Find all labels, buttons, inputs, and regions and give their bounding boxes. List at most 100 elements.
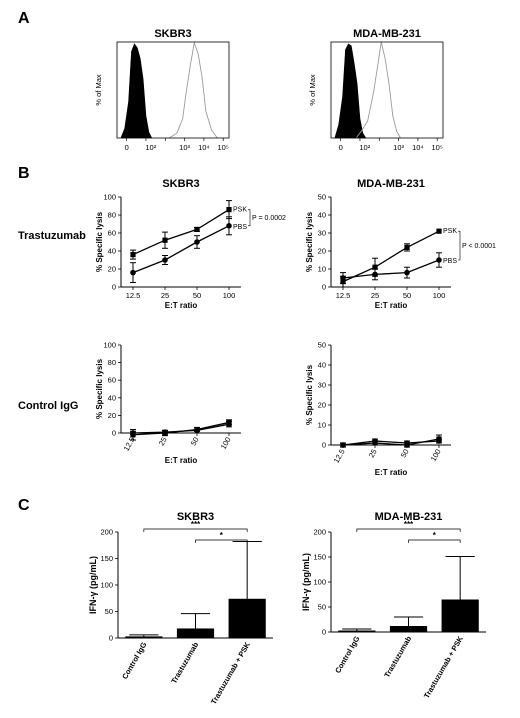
x-tick-label: 0 [339,143,343,152]
y-tick-label: 60 [108,376,116,385]
y-tick-label: 50 [105,607,113,616]
y-tick-label: 20 [108,411,116,420]
series-line-PBS [342,259,440,279]
plot-frame [330,41,444,139]
significance-bracket [248,209,251,227]
y-axis-label: % Specific lysis [305,364,314,425]
x-tick-label: 100 [223,291,236,300]
chart-ifng_skbr3: SKBR3 0 50 100 150 200 IFN-γ (pg/mL) Control Ig… [88,511,273,706]
series-line-1 [132,423,230,434]
y-tick-label: 20 [318,401,326,410]
series-label-psk: PSK [443,228,457,235]
x-tick-label: 100 [433,291,446,300]
bar [228,598,266,638]
data-point [436,257,442,263]
significance-stars: * [220,531,224,540]
y-tick-label: 30 [318,229,326,238]
chart-title: SKBR3 [162,178,199,190]
x-tick-label: 12.5 [126,291,141,300]
data-point [340,275,346,281]
data-point [194,226,200,232]
panel-label-c: C [18,497,30,514]
data-point [130,269,136,276]
y-tick-label: 100 [103,341,116,350]
data-point [372,264,378,270]
y-tick-label: 20 [108,265,116,274]
y-tick-label: 10 [318,421,326,430]
data-point [404,244,410,250]
x-tick-label: 25 [157,436,169,448]
x-tick-label: 10⁵ [431,143,442,152]
y-axis-label: % of Max [94,74,103,106]
significance-bracket [408,539,461,543]
chart-lysis_mda_trast: MDA-MB-231 0 10 20 30 40 50 12.5 25 50 100 E:T rati… [305,178,496,310]
significance-bracket [458,230,461,261]
data-point [340,442,346,448]
bar [176,628,215,638]
x-tick-label: 12.5 [332,448,347,465]
chart-title: MDA-MB-231 [375,511,443,523]
y-tick-label: 150 [313,553,326,562]
y-tick-label: 200 [313,528,326,537]
series-label-psk: PSK [233,207,247,214]
y-axis-label: IFN-γ (pg/mL) [301,553,311,611]
y-tick-label: 30 [318,381,326,390]
x-tick-label: 12.5 [122,436,137,453]
y-tick-label: 10 [318,265,326,274]
y-tick-label: 0 [112,429,116,438]
x-tick-label: Control IgG [333,634,361,674]
chart-title: MDA-MB-231 [357,178,425,190]
x-axis-label: E:T ratio [375,301,408,310]
data-point [130,430,136,436]
chart-title: SKBR3 [154,28,191,40]
chart-flow_mda: MDA-MB-231 % of Max 0 10² 10³ 10⁴ 10⁵ [308,28,444,152]
y-tick-label: 40 [108,393,116,402]
y-tick-label: 40 [318,211,326,220]
x-tick-label: Trastuzumab + PSK [422,634,465,700]
x-tick-label: 10⁴ [198,143,210,152]
y-axis-label: IFN-γ (pg/mL) [88,556,98,614]
y-axis-label: % of Max [308,74,317,106]
data-point [404,269,410,276]
data-point [372,438,378,444]
x-tick-label: 50 [189,436,201,448]
data-point [162,429,168,435]
y-tick-label: 50 [318,603,326,612]
y-tick-label: 100 [313,578,326,587]
data-point [372,271,378,278]
significance-bracket [195,539,248,543]
chart-ifng_mda: MDA-MB-231 0 50 100 150 200 IFN-γ (pg/mL) Contr… [301,511,486,700]
histogram-filled-0 [120,43,153,139]
data-point [436,228,442,234]
x-tick-label: 100 [429,448,443,463]
panel-label-a: A [18,10,30,27]
significance-stars: *** [191,520,201,529]
x-tick-label: Trastuzumab [382,634,413,679]
y-tick-label: 50 [318,193,326,202]
chart-lysis_skbr3_ctrl: 0 20 40 60 80 100 12.5 25 50 100 E:T ratio % Specif… [95,341,241,465]
y-tick-label: 20 [318,247,326,256]
x-tick-label: 50 [403,291,411,300]
data-point [194,427,200,434]
chart-lysis_mda_ctrl: 0 10 20 30 40 50 12.5 25 50 100 E:T ratio % Specifi… [305,341,451,477]
significance-stars: *** [404,520,414,529]
x-tick-label: Trastuzumab [169,640,200,685]
y-tick-label: 0 [109,634,113,643]
x-tick-label: 10⁵ [217,143,228,152]
data-point [436,438,442,444]
x-tick-label: 10⁴ [412,143,424,152]
x-axis-label: E:T ratio [165,456,198,465]
x-tick-label: Trastuzumab + PSK [209,640,252,706]
y-tick-label: 80 [108,211,116,220]
x-tick-label: Control IgG [120,640,148,680]
chart-flow_skbr3: SKBR3 % of Max 0 10² 10³ 10⁴ 10⁵ [94,28,230,152]
data-point [226,223,232,229]
series-line-PSK [132,209,230,256]
x-tick-label: 25 [161,291,169,300]
series-line-1 [342,440,440,446]
y-tick-label: 80 [108,358,116,367]
data-point [130,252,136,258]
y-tick-label: 200 [100,528,113,537]
y-tick-label: 60 [108,229,116,238]
